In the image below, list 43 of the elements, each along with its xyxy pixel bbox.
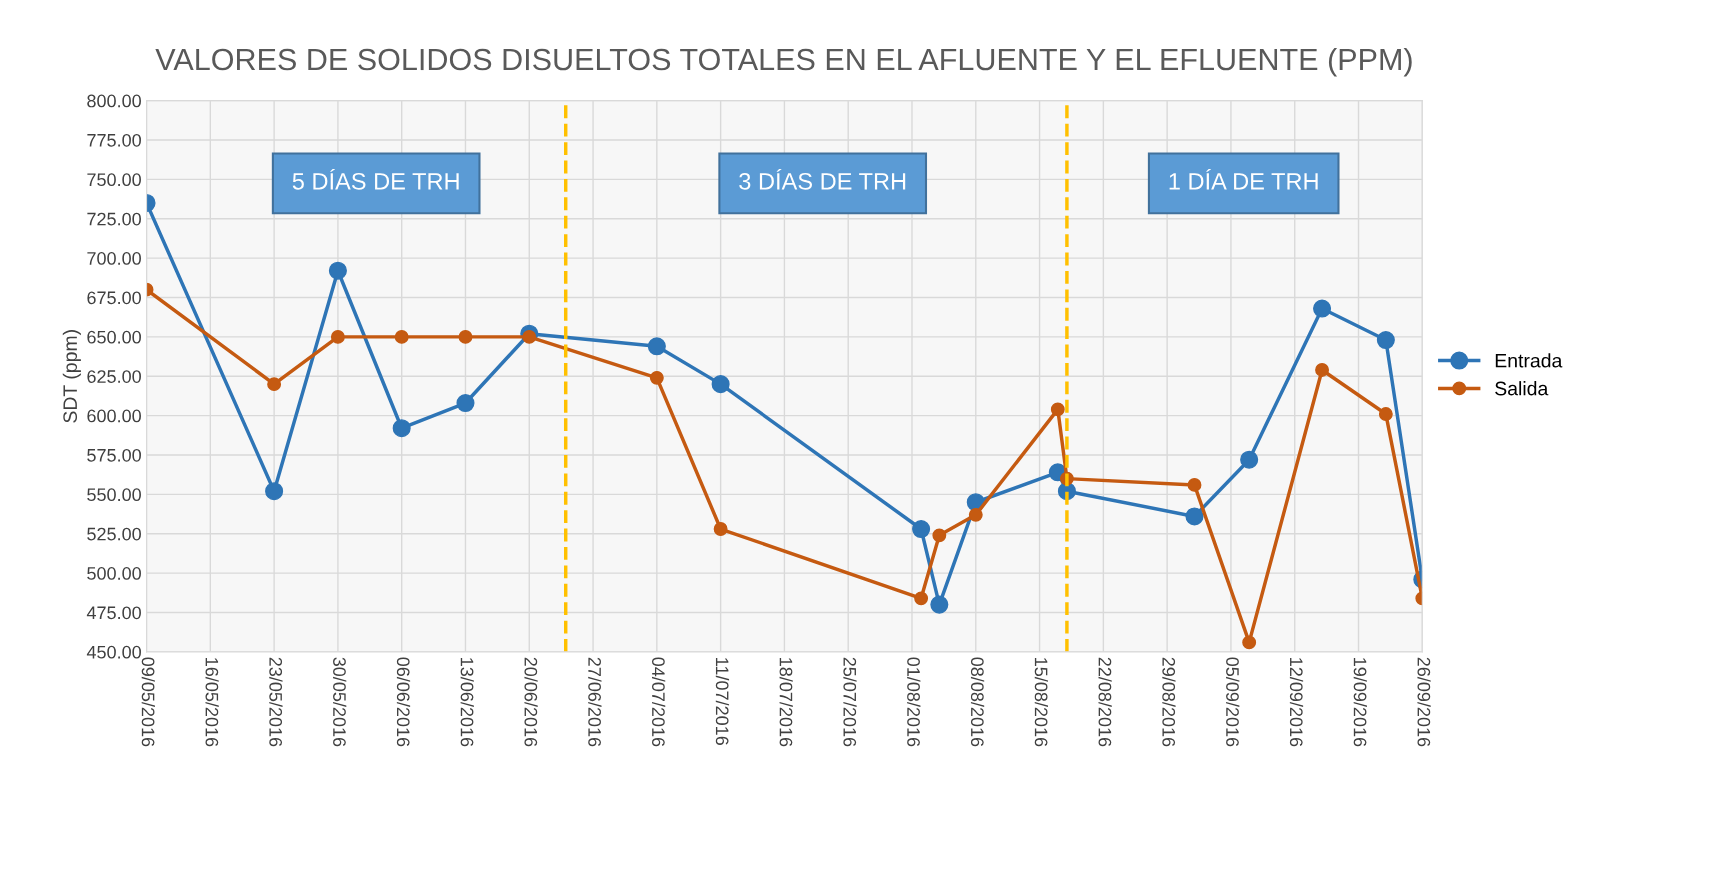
chart-title: VALORES DE SOLIDOS DISUELTOS TOTALES EN EL AFLUENTE Y EL EFLUENTE (PPM): [155, 47, 1412, 77]
x-tick-label: 18/07/2016: [779, 658, 793, 747]
x-tick-label: 22/08/2016: [1098, 657, 1112, 747]
legend-label: Entrada: [1495, 353, 1563, 368]
x-tick-label: 30/05/2016: [333, 657, 347, 747]
x-tick-label: 25/07/2016: [843, 657, 857, 747]
y-tick-label: 575.00: [87, 448, 141, 462]
x-tick-label: 08/08/2016: [970, 657, 985, 747]
annotation: 1 DÍA DE TRH: [1169, 168, 1318, 190]
annotation: 5 DÍAS DE TRH: [292, 168, 459, 190]
x-tick-label: 29/08/2016: [1162, 657, 1176, 747]
annotation: 3 DÍAS DE TRH: [739, 168, 906, 190]
y-tick-label: 475.00: [86, 606, 141, 620]
x-tick-label: 26/09/2016: [1417, 657, 1431, 747]
y-tick-label: 600.00: [87, 409, 141, 423]
y-tick-label: 500.00: [87, 567, 141, 580]
y-tick-label: 525.00: [87, 527, 141, 541]
x-tick-label: 05/09/2016: [1226, 657, 1240, 747]
x-tick-label: 12/09/2016: [1289, 658, 1304, 747]
x-tick-label: 16/05/2016: [205, 658, 219, 747]
y-tick-label: 725.00: [87, 212, 141, 226]
x-tick-label: 20/06/2016: [524, 657, 538, 747]
y-tick-label: 775.00: [87, 133, 141, 147]
legend-label: Salida: [1495, 381, 1549, 396]
y-tick-label: 650.00: [87, 330, 141, 344]
x-tick-label: 23/05/2016: [269, 657, 283, 747]
x-tick-label: 27/06/2016: [588, 657, 602, 747]
x-tick-label: 06/06/2016: [396, 657, 411, 747]
x-tick-label: 11/07/2016: [715, 658, 730, 745]
x-tick-label: 09/05/2016: [141, 657, 155, 747]
x-tick-label: 15/08/2016: [1034, 658, 1048, 747]
y-tick-label: 550.00: [87, 488, 141, 502]
x-tick-label: 19/09/2016: [1353, 658, 1367, 747]
y-tick-label: 625.00: [87, 370, 141, 383]
y-tick-label: 675.00: [87, 291, 141, 305]
y-tick-label: 800.00: [87, 94, 141, 108]
x-tick-label: 13/06/2016: [460, 658, 474, 747]
y-axis-title: SDT (ppm): [62, 330, 81, 423]
x-tick-label: 04/07/2016: [652, 657, 666, 747]
y-tick-label: 750.00: [87, 173, 141, 187]
y-tick-label: 700.00: [87, 252, 141, 265]
x-tick-label: 01/08/2016: [907, 657, 921, 747]
y-tick-label: 450.00: [86, 645, 141, 659]
